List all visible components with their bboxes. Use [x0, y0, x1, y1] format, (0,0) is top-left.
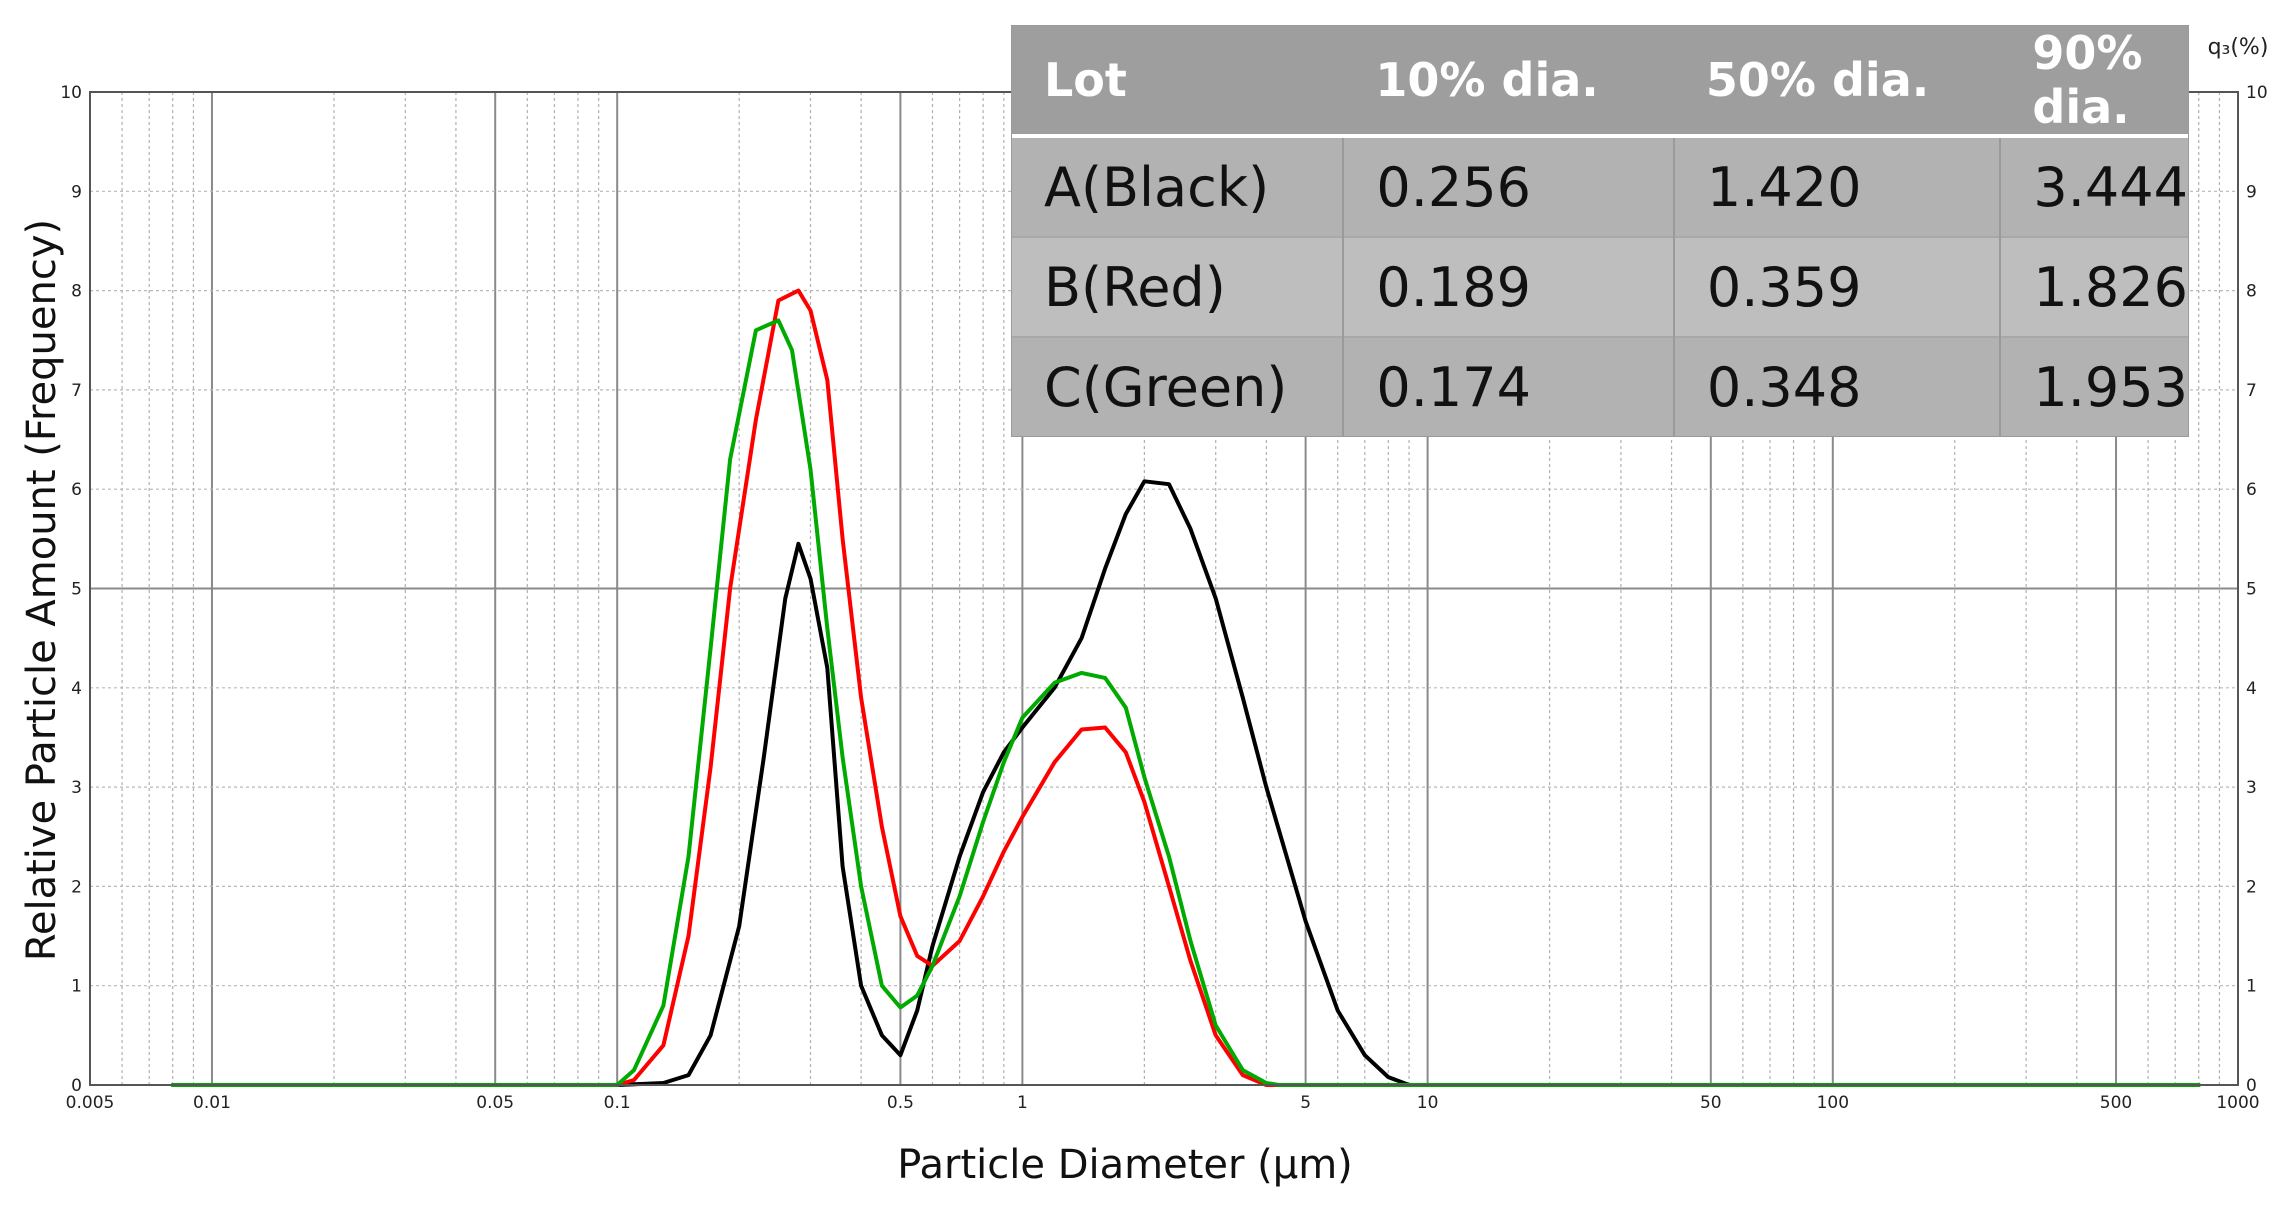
table-row: B(Red) 0.189 0.359 1.826 — [1012, 236, 2188, 337]
y-tick-label-left: 4 — [71, 679, 82, 699]
x-tick-label: 5 — [1300, 1093, 1311, 1113]
x-tick-label: 1 — [1017, 1093, 1028, 1113]
y-tick-label-left: 5 — [71, 580, 82, 600]
table-cell: 3.444 — [2000, 135, 2188, 237]
table-header-row: Lot 10% dia. 50% dia. 90% dia. — [1012, 26, 2188, 138]
y-tick-label-left: 3 — [71, 778, 82, 798]
series-line-1 — [170, 479, 2201, 1087]
y-tick-label-right: 6 — [2246, 480, 2257, 500]
y-tick-label-left: 7 — [71, 381, 82, 401]
x-tick-label: 0.005 — [66, 1093, 115, 1113]
x-tick-label: 100 — [1817, 1093, 1849, 1113]
table-cell: 0.189 — [1343, 236, 1675, 337]
table-cell: 0.359 — [1673, 236, 2002, 337]
y-axis-title: Relative Particle Amount (Frequency) — [19, 219, 65, 961]
y-tick-label-right: 4 — [2246, 679, 2257, 699]
table-cell: A(Black) — [1012, 135, 1345, 237]
x-tick-label: 50 — [1700, 1093, 1722, 1113]
y-tick-label-right: 8 — [2246, 282, 2257, 302]
right-axis-label: q₃(%) — [2208, 35, 2269, 60]
y-tick-label-right: 9 — [2246, 182, 2257, 202]
y-tick-label-right: 10 — [2246, 83, 2268, 103]
x-axis-title: Particle Diameter (µm) — [897, 1142, 1353, 1188]
summary-table: Lot 10% dia. 50% dia. 90% dia. A(Black) … — [1012, 26, 2188, 436]
y-tick-label-left: 2 — [71, 877, 82, 897]
y-tick-label-right: 0 — [2246, 1076, 2257, 1096]
y-tick-label-right: 1 — [2246, 977, 2257, 997]
table-cell: 1.953 — [2000, 336, 2188, 436]
y-tick-label-left: 0 — [71, 1076, 82, 1096]
table-row: C(Green) 0.174 0.348 1.953 — [1012, 336, 2188, 436]
table-cell: 0.174 — [1343, 336, 1675, 436]
x-tick-label: 10 — [1417, 1093, 1439, 1113]
y-tick-label-left: 10 — [60, 83, 82, 103]
header-90pct: 90% dia. — [2000, 26, 2188, 138]
x-tick-label: 1000 — [2216, 1093, 2259, 1113]
y-tick-label-right: 3 — [2246, 778, 2257, 798]
table-cell: 1.826 — [2000, 236, 2188, 337]
y-tick-label-right: 2 — [2246, 877, 2257, 897]
y-tick-label-left: 9 — [71, 182, 82, 202]
table-row: A(Black) 0.256 1.420 3.444 — [1012, 135, 2188, 237]
table-cell: C(Green) — [1012, 336, 1345, 436]
header-lot: Lot — [1012, 26, 1344, 138]
series-line-2 — [170, 288, 2201, 1087]
series-line-3 — [170, 318, 2201, 1087]
y-tick-label-left: 1 — [71, 977, 82, 997]
x-tick-label: 0.1 — [604, 1093, 631, 1113]
x-tick-label: 0.01 — [193, 1093, 231, 1113]
series-layer — [170, 288, 2201, 1087]
header-10pct: 10% dia. — [1343, 26, 1674, 138]
y-tick-label-right: 5 — [2246, 580, 2257, 600]
x-tick-label: 500 — [2100, 1093, 2132, 1113]
x-tick-label: 0.05 — [476, 1093, 514, 1113]
table-cell: B(Red) — [1012, 236, 1345, 337]
header-50pct: 50% dia. — [1673, 26, 2001, 138]
table-cell: 1.420 — [1673, 135, 2002, 237]
table-cell: 0.256 — [1343, 135, 1675, 237]
x-tick-label: 0.5 — [887, 1093, 914, 1113]
y-tick-label-left: 6 — [71, 480, 82, 500]
table-cell: 0.348 — [1673, 336, 2002, 436]
y-tick-label-right: 7 — [2246, 381, 2257, 401]
y-tick-label-left: 8 — [71, 282, 82, 302]
